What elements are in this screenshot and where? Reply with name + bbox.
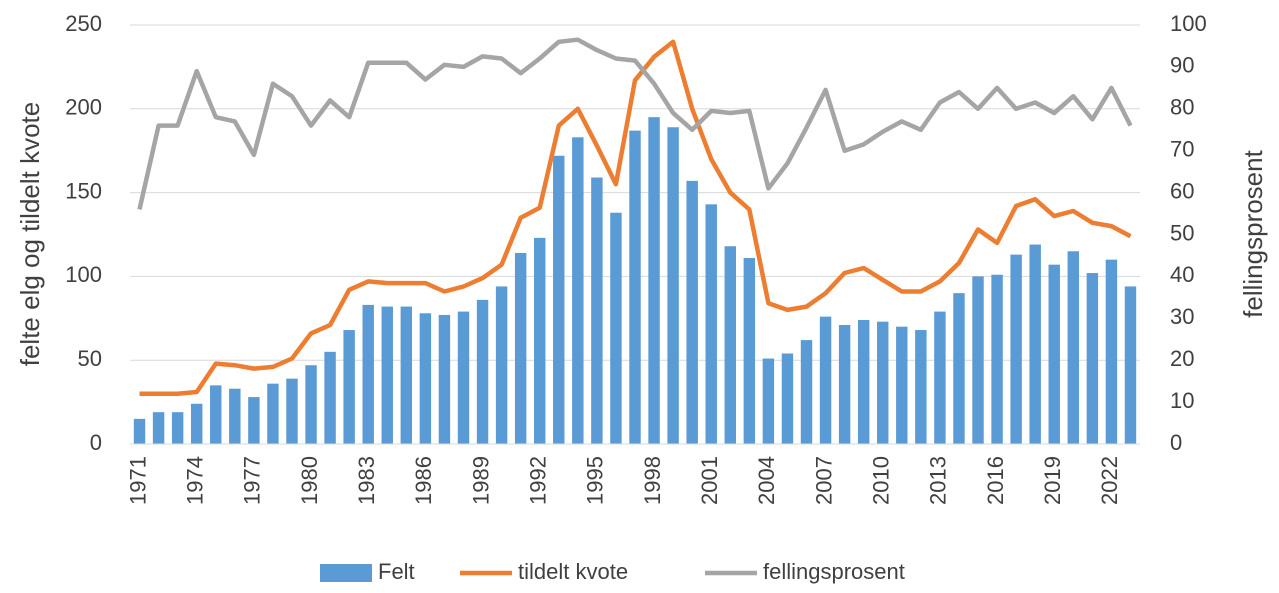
bar	[152, 412, 165, 444]
bar	[781, 353, 794, 444]
y2-tick-label: 50	[1170, 220, 1194, 245]
bar	[991, 274, 1003, 444]
x-tick-label: 1992	[526, 456, 551, 505]
bar	[476, 299, 489, 444]
bar	[877, 321, 889, 444]
bar	[705, 204, 717, 444]
bar	[686, 180, 698, 445]
bar	[419, 313, 432, 444]
bar	[362, 304, 374, 444]
bar	[1048, 264, 1060, 444]
x-tick-label: 1971	[125, 456, 150, 505]
bar	[305, 365, 317, 444]
bar	[400, 306, 413, 444]
bar	[667, 127, 679, 445]
legend-label: Felt	[378, 559, 415, 584]
bar	[248, 397, 260, 444]
legend-label: tildelt kvote	[518, 559, 628, 584]
legend-swatch	[320, 564, 372, 582]
bar	[1086, 273, 1099, 444]
bar	[610, 212, 622, 444]
y2-axis-title: fellingsprosent	[1238, 149, 1268, 317]
y2-tick-label: 90	[1170, 53, 1194, 78]
bar	[762, 358, 775, 444]
bar	[267, 383, 279, 444]
bar	[495, 286, 508, 444]
x-tick-label: 1983	[354, 456, 379, 505]
x-tick-label: 2016	[983, 456, 1008, 505]
bar	[514, 252, 527, 444]
y2-tick-label: 30	[1170, 304, 1194, 329]
bar	[648, 117, 660, 445]
x-tick-label: 1998	[640, 456, 665, 505]
bar	[857, 319, 870, 444]
y-tick-label: 150	[65, 178, 102, 203]
bar	[572, 137, 584, 445]
bar	[724, 246, 736, 444]
bar	[934, 311, 946, 444]
bar	[591, 177, 603, 445]
bar	[896, 326, 908, 444]
bar	[381, 306, 393, 444]
bar	[190, 403, 203, 444]
x-tick-label: 1974	[183, 456, 208, 505]
x-tick-label: 2001	[697, 456, 722, 505]
bar	[1029, 244, 1041, 444]
line	[139, 39, 1132, 396]
bar	[343, 330, 355, 444]
bar	[210, 385, 222, 444]
y2-tick-label: 0	[1170, 430, 1182, 455]
bar	[1124, 286, 1137, 444]
bar	[286, 378, 298, 444]
bar	[1105, 259, 1118, 444]
bar	[324, 351, 336, 444]
y2-tick-label: 20	[1170, 346, 1194, 371]
bar	[1067, 251, 1080, 444]
bar	[972, 276, 984, 444]
y2-tick-label: 70	[1170, 137, 1194, 162]
x-tick-label: 1977	[240, 456, 265, 505]
bar	[800, 340, 813, 444]
y-axis-title: felte elg og tildelt kvote	[15, 102, 45, 367]
y-tick-label: 100	[65, 262, 102, 287]
x-tick-label: 1980	[297, 456, 322, 505]
bar	[229, 388, 241, 444]
bar	[953, 293, 965, 444]
bar	[171, 412, 184, 444]
x-tick-label: 1986	[411, 456, 436, 505]
y2-tick-label: 40	[1170, 262, 1194, 287]
y2-tick-label: 10	[1170, 388, 1194, 413]
bar	[838, 325, 851, 444]
bar	[819, 316, 832, 444]
y-tick-label: 200	[65, 95, 102, 120]
x-tick-label: 2010	[869, 456, 894, 505]
bar	[629, 130, 641, 444]
x-tick-label: 2013	[926, 456, 951, 505]
bar	[915, 330, 927, 444]
y2-tick-label: 100	[1170, 11, 1207, 36]
y-tick-label: 0	[90, 430, 102, 455]
bar	[1010, 254, 1022, 444]
line	[137, 37, 1133, 210]
bar	[457, 311, 470, 444]
x-tick-label: 2019	[1040, 456, 1065, 505]
x-tick-label: 1995	[583, 456, 608, 505]
legend-label: fellingsprosent	[763, 559, 905, 584]
bar	[534, 237, 546, 444]
y2-tick-label: 60	[1170, 178, 1194, 203]
y-tick-label: 250	[65, 11, 102, 36]
bar	[133, 418, 146, 444]
y-tick-label: 50	[78, 346, 102, 371]
x-tick-label: 2004	[754, 456, 779, 505]
x-tick-label: 1989	[468, 456, 493, 505]
x-tick-label: 2007	[811, 456, 836, 505]
bar	[438, 314, 451, 444]
y2-tick-label: 80	[1170, 95, 1194, 120]
x-tick-label: 2022	[1097, 456, 1122, 505]
bar	[743, 257, 756, 444]
bar	[553, 155, 565, 444]
